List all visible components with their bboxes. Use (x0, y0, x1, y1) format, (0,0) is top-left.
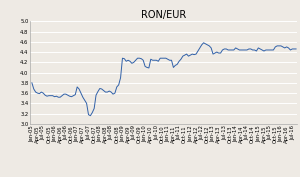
Title: RON/EUR: RON/EUR (141, 10, 186, 21)
